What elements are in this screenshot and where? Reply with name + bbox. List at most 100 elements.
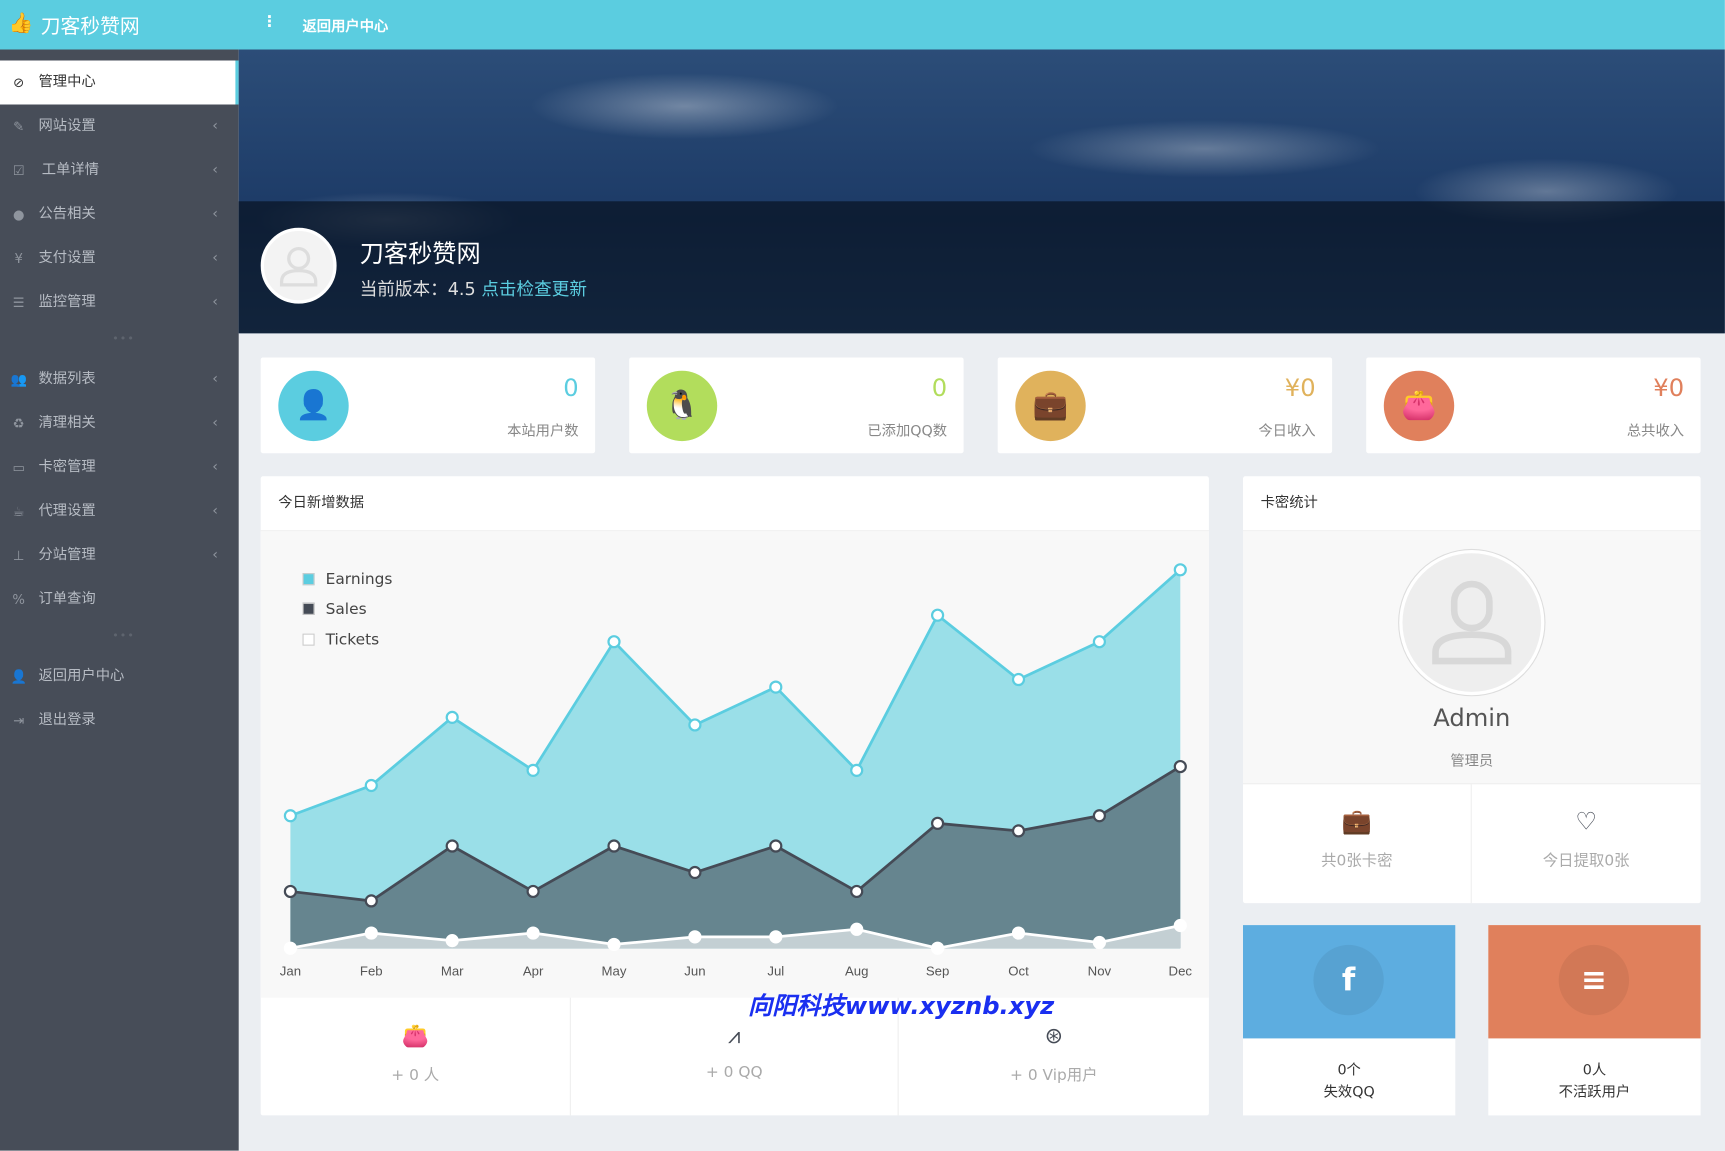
point-tickets[interactable] (850, 922, 864, 936)
sidebar: ⊘ 管理中心 ✎ 网站设置 ‹ ☑ 工单详情 ‹ ● 公告相关 ‹ ¥ 支付设置 ‹ ☰ 监控管理 ‹… (0, 49, 239, 1151)
point-sales[interactable] (688, 865, 702, 880)
point-sales[interactable] (526, 884, 540, 899)
profile-role: 管理员 (1450, 753, 1494, 771)
briefcase-icon: 💼 (1015, 370, 1086, 442)
user-icon (279, 246, 318, 287)
credit-card-icon: ▭ (12, 459, 25, 476)
point-sales[interactable] (1092, 809, 1107, 823)
point-tickets[interactable] (769, 930, 783, 944)
point-earnings[interactable] (1092, 635, 1107, 649)
sidebar-item-site-settings[interactable]: ✎ 网站设置 ‹ (0, 105, 239, 149)
site-title[interactable]: 刀客秒赞网 (40, 15, 140, 39)
legend-swatch (302, 602, 315, 615)
sidebar-item-orders[interactable]: % 订单查询 (0, 578, 239, 622)
point-earnings[interactable] (931, 608, 945, 622)
coffee-icon: ☕ (12, 503, 25, 520)
tile-label: 失效QQ (1323, 1084, 1375, 1102)
sidebar-item-card-keys[interactable]: ▭ 卡密管理 ‹ (0, 446, 239, 490)
sidebar-item-user-center[interactable]: 👤 返回用户中心 (0, 655, 239, 699)
sidebar-item-label: 数据列表 (38, 370, 96, 388)
point-sales[interactable] (607, 839, 621, 853)
x-tick-label: Apr (523, 964, 544, 979)
chevron-left-icon: ‹ (212, 458, 219, 476)
sidebar-item-cleanup[interactable]: ♻ 清理相关 ‹ (0, 402, 239, 446)
tile-value: 0人 (1582, 1062, 1607, 1080)
x-tick-label: Mar (441, 964, 464, 979)
point-sales[interactable] (850, 884, 864, 899)
point-tickets[interactable] (688, 930, 702, 944)
point-sales[interactable] (1173, 759, 1187, 774)
back-to-user-center-link[interactable]: 返回用户中心 (302, 18, 389, 36)
today-extracted: ♡ 今日提取0张 (1472, 784, 1701, 903)
avatar (1399, 550, 1545, 696)
point-earnings[interactable] (364, 778, 378, 793)
point-earnings[interactable] (1011, 672, 1026, 687)
stat-label: 本站用户数 (507, 423, 579, 441)
point-tickets[interactable] (1173, 918, 1187, 933)
point-tickets[interactable] (1092, 935, 1107, 950)
x-tick-label: Jun (684, 964, 705, 979)
sidebar-item-agents[interactable]: ☕ 代理设置 ‹ (0, 490, 239, 534)
legend-label: Sales (325, 600, 367, 619)
point-earnings[interactable] (445, 710, 459, 724)
sidebar-item-announcements[interactable]: ● 公告相关 ‹ (0, 193, 239, 237)
banner-site-name: 刀客秒赞网 (359, 240, 481, 269)
point-tickets[interactable] (931, 941, 945, 955)
vertical-dots-icon[interactable]: ⋮ (261, 13, 278, 31)
point-sales[interactable] (445, 839, 459, 853)
legend-tickets[interactable]: Tickets (302, 631, 380, 649)
banner-overlay (238, 201, 1725, 334)
point-sales[interactable] (364, 894, 378, 908)
point-earnings[interactable] (850, 763, 864, 777)
footer-text: + 0 QQ (705, 1063, 763, 1082)
point-earnings[interactable] (769, 680, 783, 694)
point-sales[interactable] (769, 839, 783, 853)
legend-sales[interactable]: Sales (302, 600, 367, 619)
users-icon: 👥 (10, 371, 27, 388)
legend-earnings[interactable]: Earnings (302, 571, 392, 589)
point-tickets[interactable] (526, 926, 540, 940)
point-earnings[interactable] (283, 809, 298, 823)
point-tickets[interactable] (1011, 926, 1026, 940)
point-tickets[interactable] (364, 926, 378, 940)
tile-header: ≡ (1488, 925, 1701, 1039)
chevron-left-icon: ‹ (212, 161, 219, 179)
top-bar: 👍 刀客秒赞网 ⋮ 返回用户中心 (0, 0, 1725, 50)
x-tick-label: Sep (926, 964, 949, 979)
briefcase-icon: 💼 (1341, 808, 1372, 837)
point-sales[interactable] (283, 884, 298, 899)
sidebar-item-logout[interactable]: ⇥ 退出登录 (0, 699, 239, 743)
stat-value: 0 (563, 375, 579, 403)
point-tickets[interactable] (445, 934, 459, 948)
point-tickets[interactable] (283, 941, 298, 955)
check-update-link[interactable]: 点击检查更新 (481, 278, 587, 300)
pulse-icon: ⩘ (728, 1021, 741, 1049)
sidebar-item-label: 代理设置 (38, 502, 96, 520)
point-earnings[interactable] (1173, 563, 1187, 577)
sidebar-item-tickets[interactable]: ☑ 工单详情 ‹ (0, 149, 239, 193)
sidebar-item-substations[interactable]: ⊥ 分站管理 ‹ (0, 534, 239, 578)
sidebar-item-label: 订单查询 (38, 590, 96, 608)
point-earnings[interactable] (526, 763, 540, 777)
point-sales[interactable] (931, 816, 945, 830)
point-sales[interactable] (1011, 824, 1026, 838)
point-earnings[interactable] (688, 718, 702, 732)
sidebar-item-dashboard[interactable]: ⊘ 管理中心 (0, 60, 239, 105)
chevron-left-icon: ‹ (212, 293, 219, 311)
sidebar-item-monitor[interactable]: ☰ 监控管理 ‹ (0, 281, 239, 325)
sidebar-item-data-list[interactable]: 👥 数据列表 ‹ (0, 358, 239, 402)
checkbox-icon: ☑ (12, 162, 25, 179)
area-chart: Jan Feb Mar Apr May Jun Jul Aug Sep Oct Nov Dec (280, 563, 1193, 979)
footer-text: + 0 Vip用户 (1010, 1067, 1098, 1085)
chevron-left-icon: ‹ (212, 414, 219, 432)
legend-label: Tickets (325, 631, 380, 649)
x-tick-label: Dec (1169, 964, 1193, 979)
stat-card-users: 👤 0 本站用户数 (260, 357, 596, 454)
tile-value: 0个 (1337, 1062, 1361, 1080)
tile-header: f (1243, 925, 1456, 1039)
x-tick-label: Oct (1008, 964, 1029, 979)
point-tickets[interactable] (607, 937, 621, 952)
wallet-icon: 👛 (401, 1021, 429, 1049)
sidebar-item-payment[interactable]: ¥ 支付设置 ‹ (0, 237, 239, 281)
point-earnings[interactable] (607, 635, 621, 649)
